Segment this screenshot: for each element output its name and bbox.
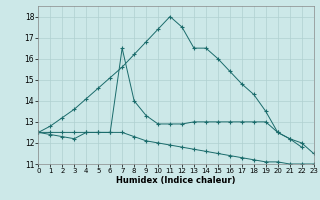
- X-axis label: Humidex (Indice chaleur): Humidex (Indice chaleur): [116, 176, 236, 185]
